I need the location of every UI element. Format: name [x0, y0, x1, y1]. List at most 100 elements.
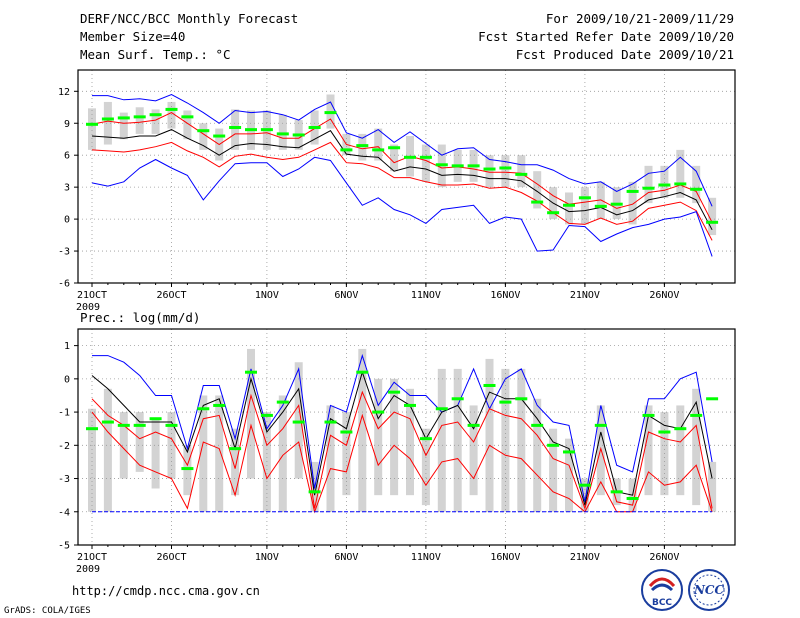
temp-mean-marker: [86, 122, 98, 126]
prec-mean-marker: [213, 403, 226, 407]
prec-mean-marker: [531, 423, 544, 427]
bcc-logo-text: BCC: [652, 598, 672, 608]
temp-mean-marker: [260, 128, 273, 132]
temp-mean-marker: [165, 107, 178, 111]
temp-spread-box: [580, 187, 589, 225]
prec-mean-marker: [690, 413, 703, 417]
prec-spread-box: [580, 478, 589, 512]
temp-spread-box: [151, 109, 160, 134]
temp-xtick-label: 11NOV: [411, 290, 441, 301]
prec-xtick-label: 26NOV: [649, 552, 679, 563]
temp-mean-marker: [340, 148, 353, 152]
temp-mean-marker: [133, 115, 146, 119]
temp-mean-marker: [642, 186, 655, 190]
grads-credit: GrADS: COLA/IGES: [4, 606, 91, 616]
prec-upper-bound-line: [92, 353, 713, 502]
prec-spread-box: [437, 368, 446, 512]
prec-mean-marker: [642, 413, 655, 417]
prec-mean-marker: [149, 417, 162, 421]
temp-frame: [77, 69, 736, 284]
prec-mean-marker: [245, 370, 257, 374]
prec-spread-box: [421, 428, 430, 506]
temp-spread-box: [119, 112, 128, 140]
temp-mean-marker: [149, 113, 162, 117]
temp-mean-marker: [467, 164, 480, 168]
prec-xtick-label: 16NOV: [490, 552, 520, 563]
prec-mean-marker: [419, 437, 432, 441]
temp-mean-marker: [101, 117, 114, 121]
prec-mean-marker: [276, 400, 289, 404]
header-line-3-right: Fcst Produced Date 2009/10/21: [515, 47, 734, 62]
prec-upper-quartile-line: [91, 390, 713, 511]
temp-mean-marker: [229, 126, 242, 130]
temp-mean-marker: [610, 202, 623, 206]
prec-mean-marker: [260, 413, 273, 417]
prec-ytick-label: 1: [64, 341, 70, 352]
temp-upper-bound-line: [92, 93, 713, 207]
temp-spread-box: [660, 165, 669, 198]
temp-spread-box: [231, 109, 240, 150]
prec-mean-marker: [340, 430, 353, 434]
prec-mean-marker: [308, 490, 321, 494]
ncc-logo: NCC: [688, 569, 730, 611]
prec-spread-box: [215, 395, 224, 512]
temp-ytick-label: 9: [64, 119, 70, 130]
temp-spread-box: [390, 144, 399, 172]
prec-spread-box: [517, 368, 526, 512]
temp-lower-bound-line: [91, 156, 713, 257]
prec-mean-marker: [165, 423, 178, 427]
header-line-2-right: Fcst Started Refer Date 2009/10/20: [478, 29, 734, 44]
temp-mean-marker: [213, 134, 226, 138]
prec-spread-box: [88, 408, 96, 512]
temp-xtick-label: 26NOV: [649, 290, 679, 301]
temp-spread-box: [533, 171, 542, 209]
prec-ensemble-mean-line: [91, 370, 713, 506]
prec-spread-box: [390, 378, 399, 496]
prec-frame: [77, 328, 736, 546]
prec-mean-marker: [117, 423, 130, 427]
prec-xtick-label: 21NOV: [570, 552, 600, 563]
prec-spread-box: [485, 358, 494, 512]
prec-spread-box: [119, 412, 128, 479]
prec-spread-box: [358, 348, 367, 512]
temp-mean-marker: [388, 146, 401, 150]
temp-mean-marker: [404, 155, 416, 159]
temp-mean-marker: [594, 204, 607, 208]
temp-mean-marker: [435, 163, 448, 167]
temp-spread-box: [676, 149, 685, 198]
prec-mean-marker: [674, 427, 687, 431]
temp-mean-marker: [419, 155, 432, 159]
temp-spread-box: [501, 155, 510, 188]
prec-lower-quartile-line: [91, 411, 713, 514]
prec-mean-marker: [658, 430, 671, 434]
temp-mean-marker: [706, 220, 719, 224]
prec-mean-marker: [435, 407, 448, 411]
prec-spread-box: [692, 388, 701, 506]
temp-ytick-label: 6: [64, 151, 70, 162]
temp-mean-marker: [483, 167, 496, 171]
temp-mean-marker: [308, 126, 321, 130]
prec-mean-marker: [133, 423, 146, 427]
temp-spread-box: [421, 144, 430, 182]
temp-mean-marker: [674, 182, 687, 186]
prec-mean-marker: [324, 420, 337, 424]
temp-mean-marker: [356, 144, 369, 148]
prec-mean-marker: [451, 397, 464, 401]
prec-mean-marker: [467, 423, 480, 427]
prec-mean-marker: [563, 450, 575, 454]
prec-mean-marker: [626, 496, 639, 500]
temp-spread-box: [374, 128, 383, 161]
temp-spread-box: [485, 155, 494, 188]
prec-xtick-label: 6NOV: [334, 552, 358, 563]
footer-url[interactable]: http://cmdp.ncc.cma.gov.cn: [72, 584, 260, 598]
temp-ytick-label: -3: [58, 247, 70, 258]
temp-spread-box: [628, 181, 637, 225]
prec-ytick-label: 0: [64, 374, 70, 385]
header-line-1-right: For 2009/10/21-2009/11/29: [545, 11, 734, 26]
temp-mean-marker: [658, 183, 671, 187]
prec-spread-box: [501, 368, 510, 512]
temp-mean-marker: [515, 172, 528, 176]
prec-ytick-label: -4: [58, 507, 70, 518]
temp-xtick-label: 21NOV: [570, 290, 600, 301]
temp-xtick-label: 21OCT: [77, 290, 107, 301]
